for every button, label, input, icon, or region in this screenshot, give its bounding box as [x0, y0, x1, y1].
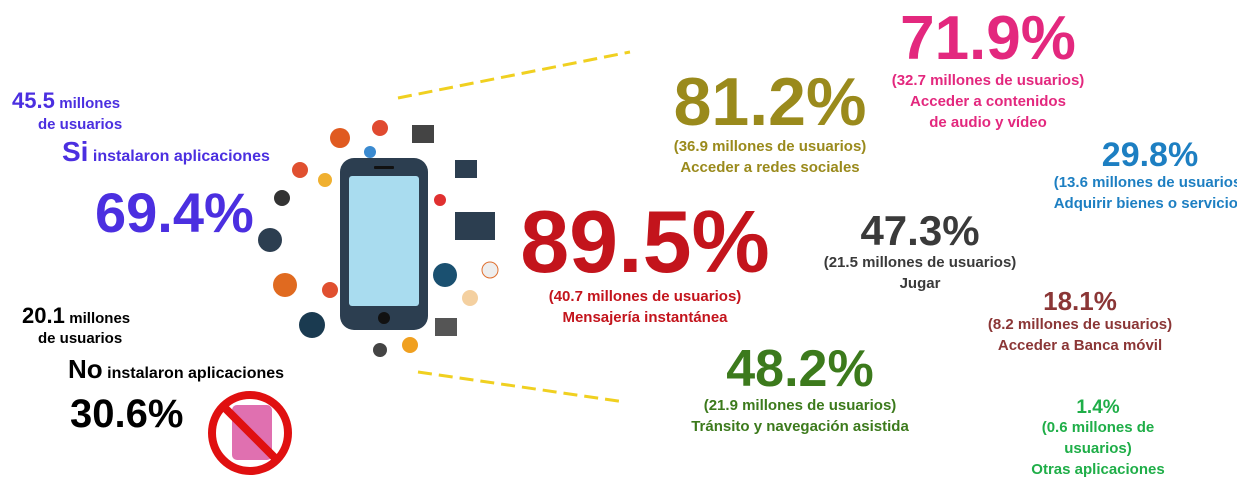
- use-percent: 47.3%: [860, 207, 980, 254]
- use-text: Mensajería instantánea: [562, 309, 728, 326]
- label: instalaron aplicaciones: [92, 148, 270, 165]
- use-text: Tránsito y navegación asistida: [691, 418, 909, 435]
- use-text: (13.6 millones de usuarios): [1053, 174, 1237, 191]
- app-use: 18.1% (8.2 millones de usuarios) Acceder a…: [988, 288, 1172, 356]
- use-text: usuarios): [1064, 440, 1132, 457]
- app-use: 81.2% (36.9 millones de usuarios) Acceder …: [674, 68, 867, 178]
- use-text: (0.6 millones de: [1041, 419, 1155, 436]
- use-text: Acceder a redes sociales: [680, 159, 860, 176]
- use-text: de audio y vídeo: [929, 114, 1047, 131]
- use-text: Jugar: [899, 275, 941, 292]
- use-percent: 29.8%: [1101, 136, 1199, 174]
- not-installed-users: 20.1 millones: [22, 303, 130, 329]
- answer: Si: [62, 136, 89, 167]
- unit: millones: [59, 95, 121, 112]
- answer: No: [68, 354, 103, 384]
- no-apps-icon: [208, 391, 292, 475]
- use-text: (8.2 millones de usuarios): [987, 316, 1173, 333]
- use-text: Otras aplicaciones: [1031, 461, 1165, 478]
- app-use: 48.2% (21.9 millones de usuarios) Tránsito…: [691, 343, 909, 437]
- use-text: Acceder a Banca móvil: [997, 337, 1163, 354]
- value: 20.1: [22, 303, 65, 328]
- use-percent: 89.5%: [520, 192, 770, 291]
- use-text: (21.9 millones de usuarios): [703, 397, 897, 414]
- app-use: 1.4% (0.6 millones de usuarios) Otras aplic…: [1031, 398, 1164, 480]
- value: 45.5: [12, 88, 55, 113]
- installed-label: Si instalaron aplicaciones: [62, 136, 270, 168]
- use-percent: 1.4%: [1076, 397, 1120, 418]
- use-text: Adquirir bienes o servicios: [1053, 195, 1237, 212]
- label: instalaron aplicaciones: [107, 365, 285, 382]
- use-text: (21.5 millones de usuarios): [823, 254, 1017, 271]
- app-use: 71.9% (32.7 millones de usuarios) Acceder …: [892, 8, 1085, 133]
- not-installed-label: No instalaron aplicaciones: [68, 354, 284, 385]
- use-percent: 71.9%: [900, 4, 1076, 73]
- app-use: 29.8% (13.6 millones de usuarios) Adquirir…: [1054, 138, 1237, 214]
- use-percent: 48.2%: [726, 340, 874, 398]
- use-text: (32.7 millones de usuarios): [891, 72, 1085, 89]
- not-installed-percent: 30.6%: [70, 392, 184, 436]
- unit: de usuarios: [38, 116, 123, 133]
- use-text: (40.7 millones de usuarios): [548, 288, 742, 305]
- use-text: Acceder a contenidos: [910, 93, 1066, 110]
- app-use: 89.5% (40.7 millones de usuarios) Mensajer…: [520, 198, 770, 328]
- installed-percent: 69.4%: [95, 181, 254, 244]
- installed-users: 45.5 millones: [12, 88, 120, 114]
- app-use: 47.3% (21.5 millones de usuarios) Jugar: [824, 210, 1017, 294]
- use-percent: 81.2%: [673, 64, 867, 140]
- guide-line: [397, 50, 631, 100]
- use-percent: 18.1%: [1043, 286, 1117, 316]
- app-icons: [258, 120, 499, 357]
- phone: [340, 158, 428, 330]
- use-text: (36.9 millones de usuarios): [673, 138, 867, 155]
- guide-line: [417, 370, 626, 404]
- unit: de usuarios: [38, 330, 123, 347]
- unit: millones: [69, 310, 131, 327]
